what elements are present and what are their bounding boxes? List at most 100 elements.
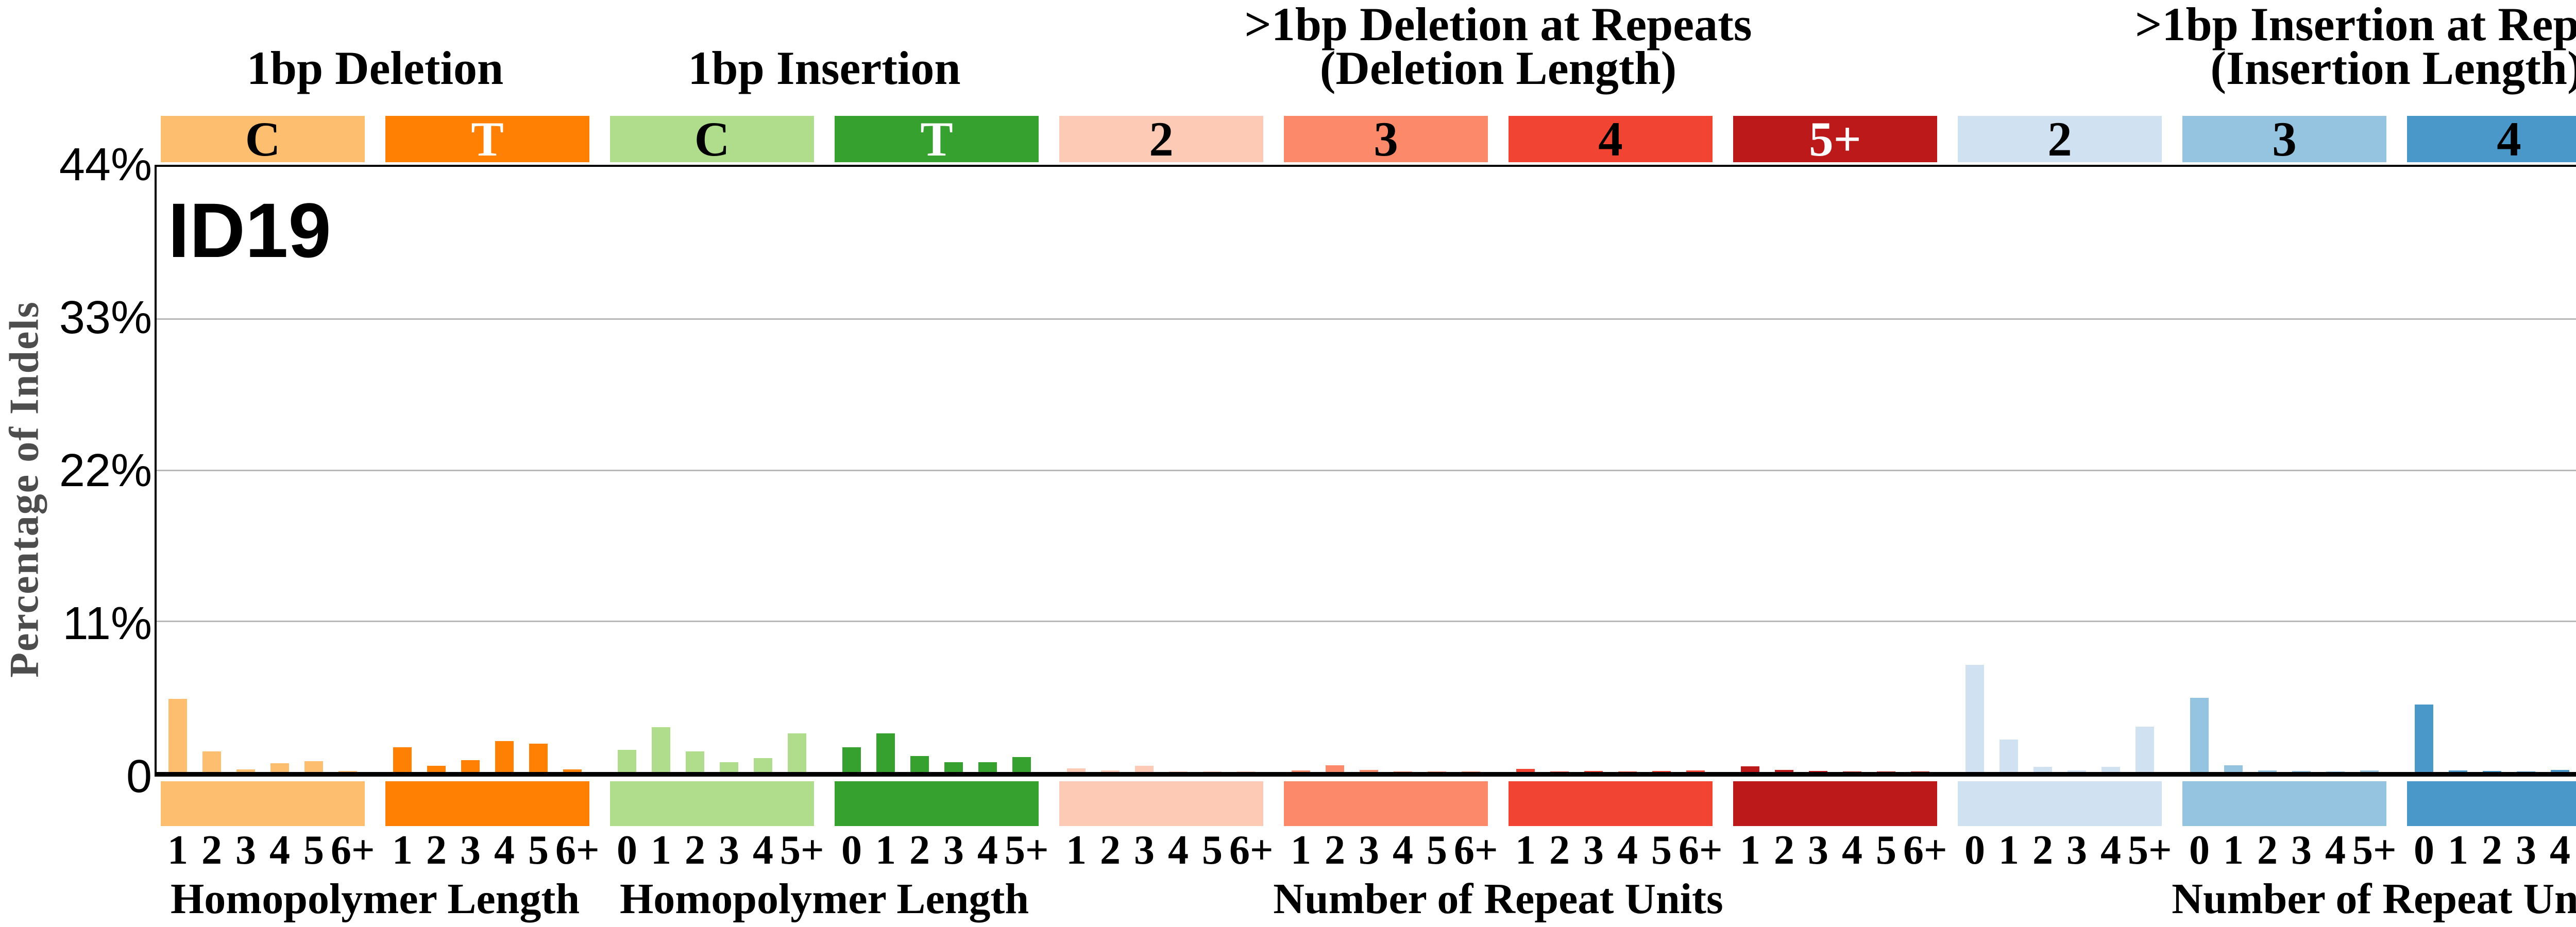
category-underline-blocks <box>161 781 2576 826</box>
x-tick-label: 4 <box>494 828 515 873</box>
section-title-line: (Deletion Length) <box>1319 42 1677 94</box>
bar-slot <box>2509 167 2543 772</box>
bar-slot <box>746 167 780 772</box>
bar-4-2 <box>1100 770 1120 772</box>
header-box-0: C <box>161 115 365 164</box>
bar-slot <box>2094 167 2128 772</box>
section-title-1: 1bp Insertion <box>688 44 960 92</box>
bar-4-3 <box>1134 766 1154 772</box>
bar-slot <box>903 167 937 772</box>
x-tick-label: 2 <box>2257 828 2278 873</box>
bar-slot <box>1835 167 1869 772</box>
bar-slot <box>1801 167 1835 772</box>
underline-block-1 <box>385 781 589 826</box>
x-tick-label: 1 <box>167 828 188 873</box>
bar-5-1 <box>1291 770 1311 772</box>
section-title-line: >1bp Insertion at Repeats <box>2135 0 2576 50</box>
bar-slot <box>1386 167 1420 772</box>
bar-slot <box>2284 167 2318 772</box>
bar-slot <box>2250 167 2284 772</box>
x-tick-label: 5 <box>528 828 549 873</box>
underline-block-4 <box>1059 781 1263 826</box>
bar-group-5 <box>1284 167 1488 772</box>
x-label-group-3: 0 1 2 3 4 5+ <box>835 827 1049 876</box>
bar-slot <box>1352 167 1386 772</box>
bar-group-8 <box>1958 167 2162 772</box>
bar-4-4 <box>1168 771 1188 772</box>
bar-8-3 <box>2067 770 2087 772</box>
bar-slot <box>610 167 644 772</box>
x-tick-label: 0 <box>1964 828 1985 873</box>
header-box-10: 4 <box>2407 115 2576 164</box>
bar-10-2 <box>2482 771 2502 772</box>
bar-group-7 <box>1733 167 1937 772</box>
bar-3-2 <box>910 756 929 772</box>
bar-slot <box>419 167 453 772</box>
bar-7-3 <box>1808 771 1828 772</box>
x-tick-label: 6+ <box>1903 828 1947 873</box>
x-label-group-2: 0 1 2 3 4 5+ <box>610 827 824 876</box>
y-tick-0: 0 <box>126 751 152 802</box>
bar-slot <box>971 167 1005 772</box>
signature-id-label: ID19 <box>168 187 331 273</box>
x-label-group-7: 1 2 3 4 5 6+ <box>1733 827 1947 876</box>
bar-6-1 <box>1516 769 1535 772</box>
bar-9-3 <box>2292 771 2311 772</box>
bar-slot <box>2182 167 2216 772</box>
x-label-group-0: 1 2 3 4 5 6+ <box>161 827 375 876</box>
bar-slot <box>1903 167 1937 772</box>
bar-slot <box>1611 167 1645 772</box>
y-tick-11pct: 11% <box>62 598 152 649</box>
bar-2-2 <box>685 751 705 772</box>
section-title-0: 1bp Deletion <box>247 44 503 92</box>
x-tick-label: 2 <box>201 828 222 873</box>
x-tick-label: 3 <box>2066 828 2087 873</box>
x-tick-label: 2 <box>1325 828 1345 873</box>
bar-slot <box>2441 167 2475 772</box>
bar-slot <box>487 167 521 772</box>
x-tick-label: 3 <box>2291 828 2312 873</box>
bar-9-2 <box>2258 770 2277 772</box>
bar-group-6 <box>1509 167 1713 772</box>
underline-block-5 <box>1284 781 1488 826</box>
bar-9-5+ <box>2360 770 2379 772</box>
bar-10-1 <box>2448 770 2468 772</box>
x-tick-label: 5+ <box>2128 828 2172 873</box>
bar-slot <box>2216 167 2250 772</box>
bar-5-2 <box>1325 765 1345 772</box>
x-tick-label: 4 <box>2100 828 2121 873</box>
bar-9-4 <box>2326 771 2345 772</box>
bar-10-3 <box>2516 771 2536 772</box>
bar-5-3 <box>1359 770 1379 772</box>
bar-1-3 <box>461 760 480 772</box>
bar-slot <box>2475 167 2509 772</box>
bar-group-3 <box>835 167 1039 772</box>
bar-0-3 <box>236 769 256 772</box>
bar-group-0 <box>161 167 365 772</box>
bar-2-3 <box>719 762 739 772</box>
x-tick-label: 1 <box>1740 828 1760 873</box>
x-tick-label: 3 <box>943 828 964 873</box>
x-tick-label: 3 <box>235 828 256 873</box>
bar-slot <box>1958 167 1992 772</box>
bar-5-6+ <box>1461 771 1481 772</box>
bar-5-5 <box>1427 771 1447 772</box>
bar-2-5+ <box>787 733 807 772</box>
bar-slot <box>1229 167 1263 772</box>
x-tick-label: 0 <box>2414 828 2434 873</box>
x-tick-label: 4 <box>1168 828 1189 873</box>
bar-2-4 <box>753 758 773 772</box>
bar-7-6+ <box>1910 771 1930 772</box>
x-tick-label: 2 <box>909 828 930 873</box>
x-tick-label: 5 <box>1427 828 1447 873</box>
x-axis-title-2: Number of Repeat Units <box>1273 875 1723 923</box>
x-tick-label: 1 <box>2223 828 2244 873</box>
x-tick-label: 0 <box>841 828 862 873</box>
section-title-line: (Insertion Length) <box>2210 42 2576 94</box>
x-tick-label: 5+ <box>1005 828 1049 873</box>
section-title-3: >1bp Insertion at Repeats(Insertion Leng… <box>2135 0 2576 94</box>
bar-0-2 <box>202 751 222 772</box>
x-tick-label: 6+ <box>1679 828 1723 873</box>
bar-slot <box>161 167 195 772</box>
bar-1-1 <box>393 747 412 772</box>
